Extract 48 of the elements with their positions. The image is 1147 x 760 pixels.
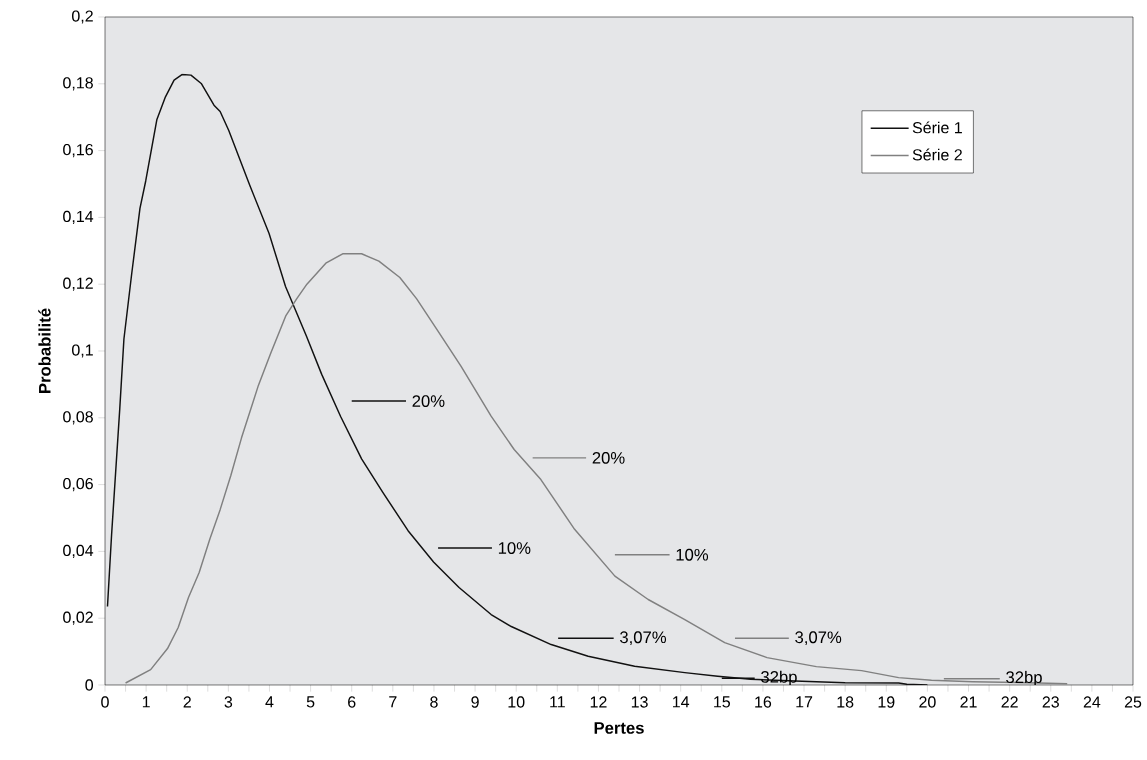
legend-label: Série 2 xyxy=(912,148,962,161)
annotation: 3,07% xyxy=(795,631,842,646)
x-tick-label: 13 xyxy=(631,696,648,708)
y-tick-label: 0 xyxy=(85,679,94,691)
x-tick-label: 15 xyxy=(714,696,731,708)
annotation: 3,07% xyxy=(620,631,667,646)
annotation: 20% xyxy=(412,395,445,407)
x-tick-label: 8 xyxy=(430,696,438,708)
x-axis-title: Pertes xyxy=(594,722,644,734)
y-tick-label: 0,2 xyxy=(72,10,93,24)
annotation: 20% xyxy=(592,451,625,464)
x-tick-label: 23 xyxy=(1042,696,1059,708)
y-tick-label: 0,04 xyxy=(63,544,94,558)
x-tick-label: 19 xyxy=(878,696,895,708)
x-tick-label: 18 xyxy=(837,696,854,708)
y-tick-label: 0,06 xyxy=(63,477,93,492)
y-tick-label: 0,08 xyxy=(63,411,93,425)
x-tick-label: 21 xyxy=(960,696,977,708)
y-tick-label: 0,12 xyxy=(63,277,93,291)
x-tick-label: 12 xyxy=(590,696,607,708)
y-tick-label: 0,14 xyxy=(63,210,94,224)
x-tick-label: 2 xyxy=(183,696,191,708)
x-tick-label: 22 xyxy=(1001,696,1018,708)
y-tick-label: 0,18 xyxy=(63,77,93,91)
x-tick-label: 14 xyxy=(673,696,690,708)
x-tick-label: 3 xyxy=(224,696,233,708)
x-tick-label: 4 xyxy=(265,696,274,708)
x-tick-label: 7 xyxy=(389,696,397,708)
y-tick-label: 0,1 xyxy=(72,344,93,358)
x-tick-label: 16 xyxy=(755,696,772,708)
x-tick-label: 0 xyxy=(101,696,109,708)
annotation: 32bp xyxy=(1006,670,1042,687)
y-tick-label: 0,16 xyxy=(63,143,93,158)
x-tick-label: 6 xyxy=(348,696,356,708)
y-tick-label: 0,02 xyxy=(63,611,93,625)
x-tick-label: 1 xyxy=(142,696,150,708)
x-tick-label: 17 xyxy=(796,696,813,708)
x-tick-label: 11 xyxy=(550,696,565,708)
annotation: 10% xyxy=(498,542,531,554)
x-tick-label: 20 xyxy=(919,696,936,708)
x-tick-label: 25 xyxy=(1124,696,1142,708)
x-tick-label: 24 xyxy=(1083,696,1101,708)
annotation: 10% xyxy=(676,548,709,561)
x-tick-label: 9 xyxy=(471,696,479,708)
x-tick-label: 5 xyxy=(306,696,315,708)
x-tick-label: 10 xyxy=(508,696,525,708)
y-axis-title: Probabilité xyxy=(38,308,51,393)
legend-label: Série 1 xyxy=(912,121,962,134)
